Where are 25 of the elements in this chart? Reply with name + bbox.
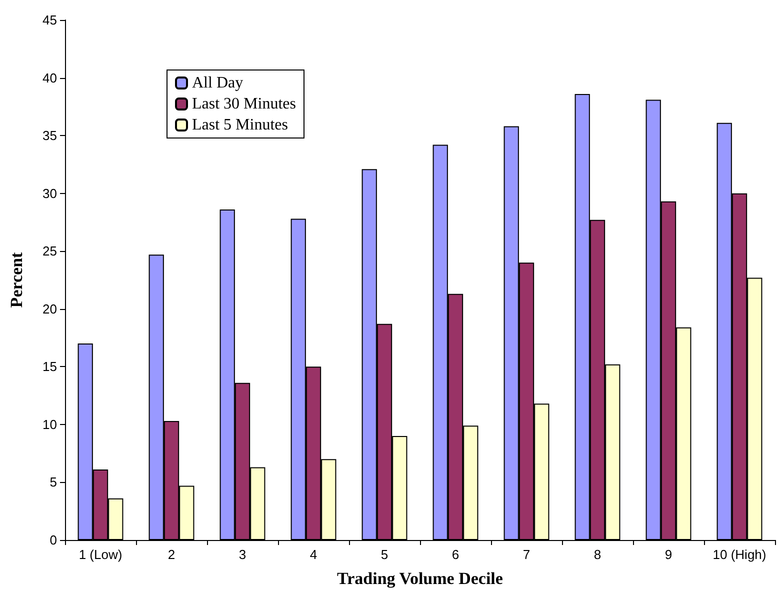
y-axis-title: Percent [7, 252, 26, 308]
y-tick-label: 20 [42, 301, 57, 316]
y-tick-label: 25 [42, 244, 57, 259]
y-tick-label: 35 [42, 128, 57, 144]
x-tick-label: 2 [168, 547, 176, 562]
y-tick-label: 0 [50, 532, 57, 548]
legend-label: Last 30 Minutes [192, 96, 296, 112]
x-tick-label: 10 (High) [712, 547, 766, 562]
x-tick-label: 8 [594, 547, 602, 562]
y-tick-label: 5 [50, 474, 57, 490]
y-tick-label: 45 [42, 12, 57, 28]
y-tick-label: 30 [42, 186, 57, 201]
y-tick-label: 15 [42, 359, 57, 374]
y-tick-label: 40 [42, 70, 57, 86]
y-tick-label: 10 [42, 416, 57, 432]
legend-label: Last 5 Minutes [192, 116, 288, 134]
x-tick-label: 7 [522, 547, 530, 562]
x-tick-label: 6 [452, 547, 460, 562]
x-tick-label: 1 (Low) [78, 547, 122, 562]
x-tick-label: 4 [310, 547, 318, 562]
x-tick-label: 9 [664, 547, 672, 562]
x-tick-label: 3 [238, 547, 246, 562]
x-axis-title: Trading Volume Decile [337, 569, 504, 588]
x-tick-label: 5 [380, 547, 388, 562]
legend-label: All Day [192, 74, 244, 92]
